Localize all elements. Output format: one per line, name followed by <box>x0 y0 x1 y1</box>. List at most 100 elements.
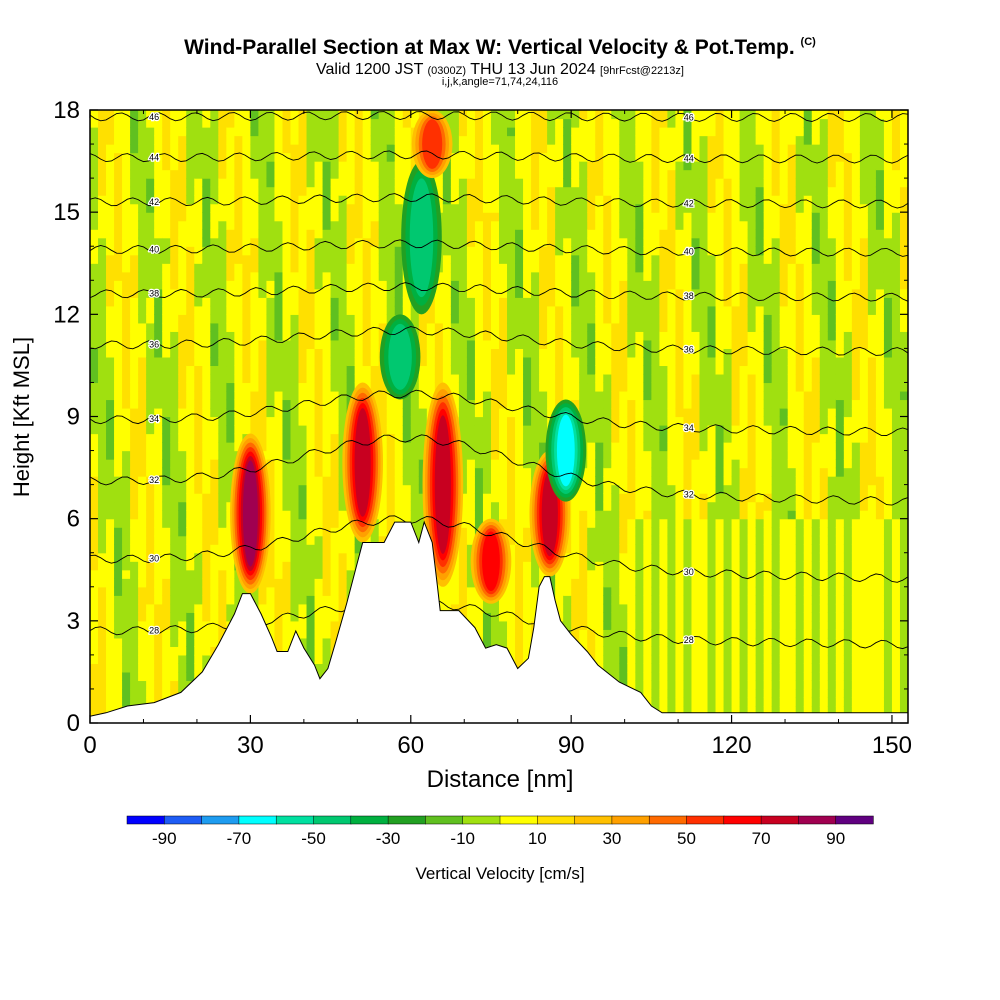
field-cell <box>90 561 99 571</box>
field-cell <box>338 305 348 315</box>
field-cell <box>450 297 460 307</box>
field-cell <box>466 476 476 486</box>
field-cell <box>130 373 139 384</box>
field-cell <box>378 382 388 392</box>
field-cell <box>611 561 620 571</box>
field-cell <box>402 297 412 307</box>
field-cell <box>98 535 107 545</box>
field-cell <box>194 527 203 537</box>
field-cell <box>306 220 316 230</box>
field-cell <box>426 322 436 332</box>
field-cell <box>154 646 163 656</box>
field-cell <box>154 390 163 401</box>
field-cell <box>170 203 179 213</box>
field-cell <box>338 203 348 213</box>
field-cell <box>138 254 147 264</box>
field-cell <box>274 476 284 486</box>
field-cell <box>611 220 620 230</box>
field-cell <box>314 322 324 332</box>
field-cell <box>266 322 276 332</box>
field-cell <box>258 229 268 239</box>
field-cell <box>386 220 396 230</box>
field-cell <box>146 263 155 273</box>
field-cell <box>170 254 179 264</box>
field-cell <box>482 229 492 239</box>
field-cell <box>322 629 332 639</box>
field-cell <box>482 493 492 503</box>
field-cell <box>90 476 99 486</box>
field-cell <box>210 595 219 605</box>
field-cell <box>266 169 276 179</box>
field-cell <box>458 373 468 384</box>
field-cell <box>266 612 276 622</box>
field-cell <box>202 586 211 596</box>
field-cell <box>114 688 123 699</box>
field-cell <box>226 365 235 375</box>
field-cell <box>162 467 171 477</box>
field-cell <box>138 373 147 384</box>
field-cell <box>146 603 155 613</box>
field-cell <box>611 280 620 290</box>
field-cell <box>202 161 211 171</box>
field-cell <box>146 425 155 435</box>
field-cell <box>98 697 107 707</box>
field-cell <box>234 314 243 324</box>
field-cell <box>130 169 139 179</box>
velocity-field <box>90 110 908 723</box>
field-cell <box>234 237 243 247</box>
field-cell <box>579 637 588 647</box>
field-cell <box>507 288 516 298</box>
field-cell <box>611 169 620 179</box>
field-cell <box>458 178 468 188</box>
field-cell <box>202 220 211 230</box>
field-cell <box>306 178 316 188</box>
field-cell <box>619 373 628 384</box>
field-cell <box>154 135 163 145</box>
field-cell <box>146 178 155 188</box>
field-cell <box>579 595 588 605</box>
field-cell <box>114 212 123 222</box>
field-cell <box>490 603 500 613</box>
field-cell <box>122 144 131 154</box>
field-cell <box>282 203 292 213</box>
field-cell <box>619 646 628 656</box>
field-cell <box>234 161 243 171</box>
field-cell <box>547 144 556 154</box>
field-cell <box>595 425 604 435</box>
field-cell <box>162 254 171 264</box>
field-cell <box>394 203 404 213</box>
field-cell <box>234 195 243 205</box>
field-cell <box>218 203 227 213</box>
field-cell <box>627 212 636 222</box>
field-cell <box>603 663 612 673</box>
field-cell <box>146 237 155 247</box>
field-cell <box>450 280 460 290</box>
field-cell <box>499 510 508 520</box>
field-cell <box>298 433 308 443</box>
field-cell <box>587 407 596 418</box>
field-cell <box>394 459 404 469</box>
field-cell <box>603 561 612 571</box>
field-cell <box>499 127 508 137</box>
field-cell <box>619 620 628 630</box>
field-cell <box>338 569 348 579</box>
field-cell <box>579 416 588 426</box>
field-cell <box>474 629 484 639</box>
field-cell <box>627 484 636 494</box>
field-cell <box>154 144 163 154</box>
field-cell <box>474 305 484 315</box>
field-cell <box>258 254 268 264</box>
field-cell <box>274 510 284 520</box>
field-cell <box>499 407 508 418</box>
field-cell <box>450 314 460 324</box>
field-cell <box>555 288 564 298</box>
field-cell <box>571 186 580 196</box>
field-cell <box>563 297 572 307</box>
field-cell <box>226 603 235 613</box>
field-cell <box>595 305 604 315</box>
field-cell <box>643 535 652 545</box>
field-cell <box>571 195 580 205</box>
field-cell <box>523 297 532 307</box>
field-cell <box>635 544 644 554</box>
field-cell <box>130 365 139 375</box>
